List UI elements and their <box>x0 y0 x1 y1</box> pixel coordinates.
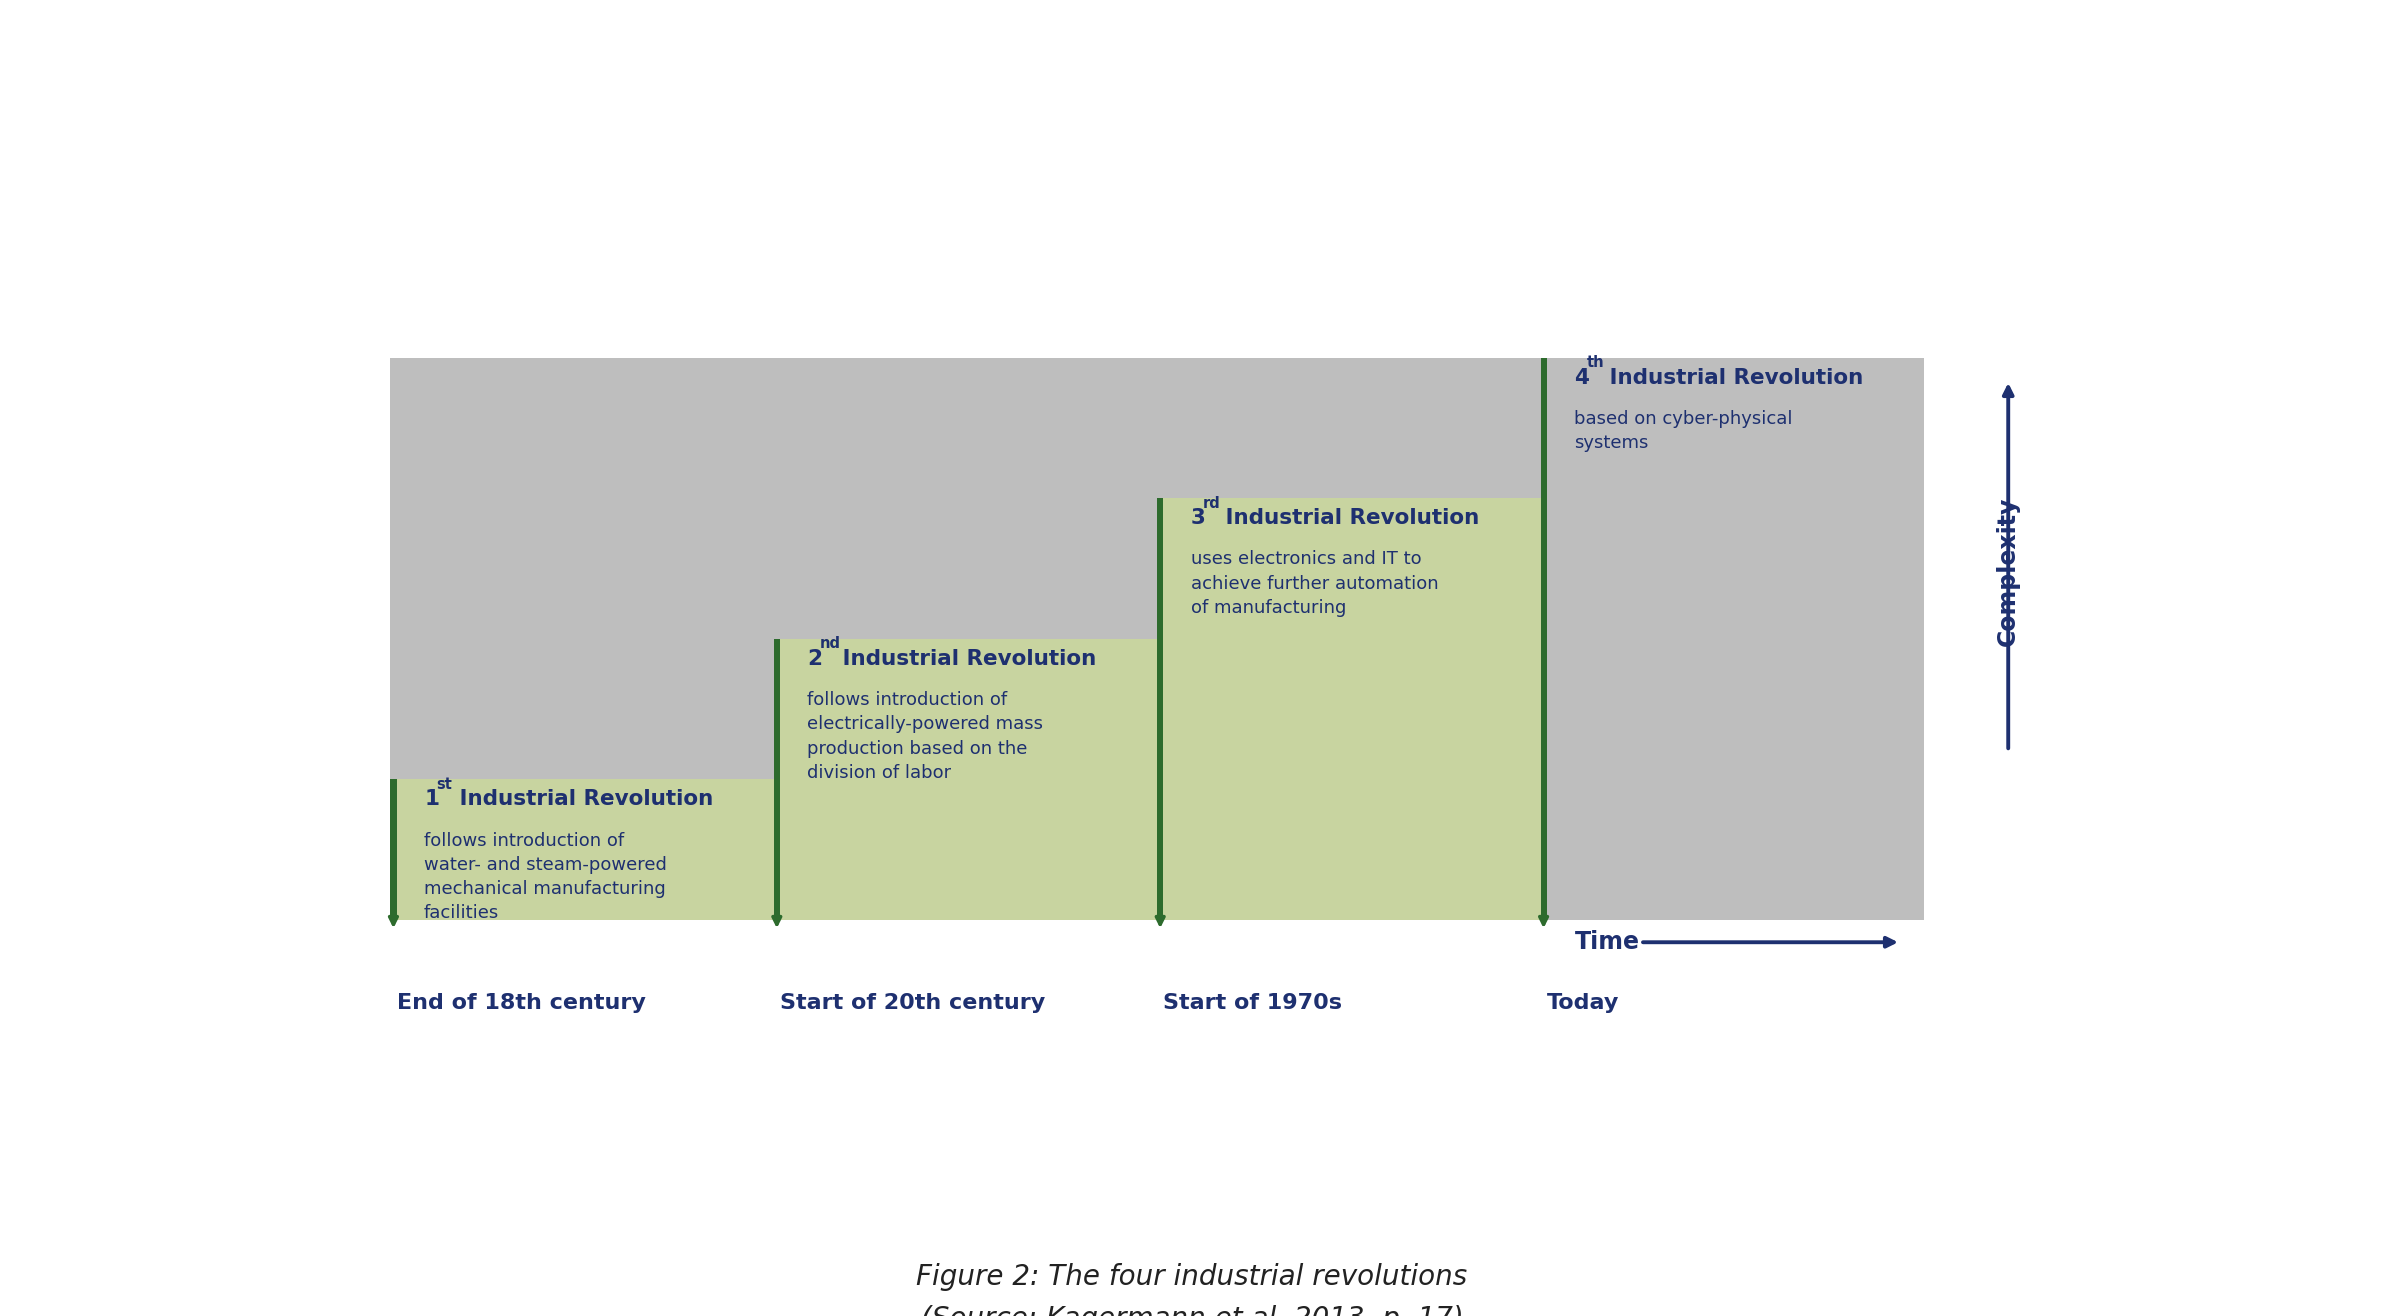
Text: 3: 3 <box>1192 508 1206 528</box>
Bar <box>391 779 396 920</box>
Text: Start of 1970s: Start of 1970s <box>1163 992 1342 1013</box>
Text: 2: 2 <box>808 649 822 669</box>
Text: nd: nd <box>820 637 842 651</box>
Text: Time: Time <box>1576 930 1640 954</box>
Text: 4: 4 <box>1573 367 1590 388</box>
Text: Industrial Revolution: Industrial Revolution <box>451 790 713 809</box>
Text: rd: rd <box>1204 496 1221 511</box>
Text: Industrial Revolution: Industrial Revolution <box>1602 367 1864 388</box>
Text: th: th <box>1585 355 1604 370</box>
Text: based on cyber-physical
systems: based on cyber-physical systems <box>1573 409 1793 453</box>
Bar <box>1540 358 1547 920</box>
Text: End of 18th century: End of 18th century <box>396 992 646 1013</box>
Text: follows introduction of
water- and steam-powered
mechanical manufacturing
facili: follows introduction of water- and steam… <box>424 832 668 923</box>
Bar <box>391 358 1924 920</box>
Text: follows introduction of
electrically-powered mass
production based on the
divisi: follows introduction of electrically-pow… <box>808 691 1044 782</box>
Text: Figure 2: The four industrial revolutions
(Source: Kagermann et al. 2013, p. 17): Figure 2: The four industrial revolution… <box>915 1263 1469 1316</box>
Polygon shape <box>391 499 1540 920</box>
Bar <box>775 638 780 920</box>
Text: Today: Today <box>1547 992 1619 1013</box>
Text: Industrial Revolution: Industrial Revolution <box>1218 508 1480 528</box>
Text: 1: 1 <box>424 790 439 809</box>
Text: uses electronics and IT to
achieve further automation
of manufacturing: uses electronics and IT to achieve furth… <box>1192 550 1438 617</box>
Text: Start of 20th century: Start of 20th century <box>780 992 1044 1013</box>
Text: Complexity: Complexity <box>1995 496 2019 646</box>
Text: st: st <box>436 776 453 792</box>
Bar <box>1156 499 1163 920</box>
Text: Industrial Revolution: Industrial Revolution <box>834 649 1097 669</box>
